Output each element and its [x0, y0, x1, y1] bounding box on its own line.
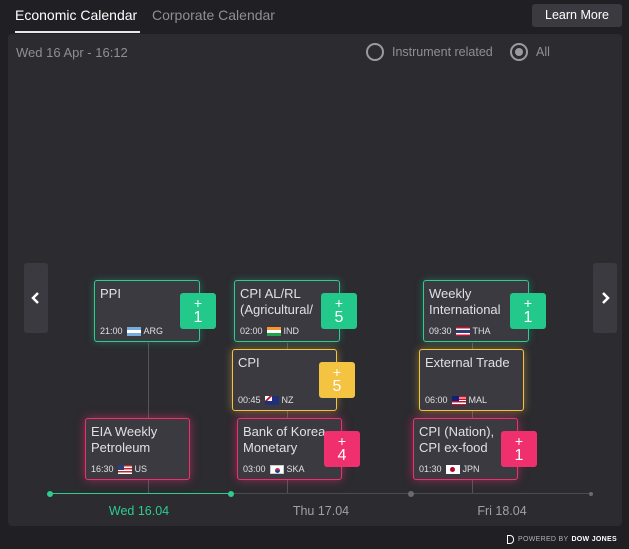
- event-meta: 02:00 IND: [240, 326, 299, 336]
- calendar-tabs: Economic Calendar Corporate Calendar Lea…: [0, 0, 629, 34]
- event-meta: 01:30 JPN: [419, 464, 480, 474]
- learn-more-button[interactable]: Learn More: [532, 4, 622, 27]
- related-count-badge[interactable]: + 1: [180, 293, 216, 329]
- powered-by-brand: DOW JONES: [571, 536, 617, 543]
- date-wed[interactable]: Wed 16.04: [108, 504, 170, 518]
- flag-india-icon: [266, 326, 281, 336]
- event-country: SKA: [286, 464, 305, 474]
- event-card[interactable]: Bank of Korea Monetary 03:00 SKA + 4: [237, 412, 360, 480]
- previous-button[interactable]: [24, 263, 48, 333]
- event-country: IND: [283, 326, 300, 336]
- event-title: Weekly International: [429, 286, 501, 317]
- timeline-track: [50, 493, 593, 494]
- filter-label: All: [536, 45, 550, 59]
- event-meta: 21:00 ARG: [100, 326, 163, 336]
- event-card[interactable]: Weekly International 09:30 THA + 1: [423, 280, 546, 342]
- event-time: 21:00: [100, 326, 123, 336]
- related-count-badge[interactable]: + 1: [510, 293, 546, 329]
- event-time: 16:30: [91, 464, 114, 474]
- event-country: US: [134, 464, 148, 474]
- radio-all[interactable]: [510, 43, 528, 61]
- event-meta: 16:30 US: [91, 464, 147, 474]
- event-card[interactable]: PPI 21:00 ARG + 1: [94, 280, 216, 342]
- active-tab-indicator: [15, 31, 140, 33]
- event-title: External Trade: [425, 355, 510, 370]
- event-country: MAL: [468, 395, 488, 405]
- flag-malaysia-icon: [451, 395, 466, 405]
- powered-by-prefix: POWERED BY: [518, 536, 569, 543]
- chevron-right-icon: [602, 292, 610, 304]
- event-card[interactable]: CPI 00:45 NZ + 5: [232, 346, 355, 411]
- tab-corporate-calendar[interactable]: Corporate Calendar: [152, 7, 275, 23]
- related-count-badge[interactable]: + 5: [319, 362, 355, 398]
- timeline-start-dot: [47, 491, 53, 497]
- related-count-badge[interactable]: + 5: [321, 293, 357, 329]
- event-country: THA: [472, 326, 491, 336]
- event-meta: 06:00 MAL: [425, 395, 487, 405]
- flag-usa-icon: [117, 464, 132, 474]
- flag-japan-icon: [445, 464, 460, 474]
- event-time: 01:30: [419, 464, 442, 474]
- related-count-badge[interactable]: + 1: [501, 431, 537, 467]
- event-time: 00:45: [238, 395, 261, 405]
- event-time: 03:00: [243, 464, 266, 474]
- timeline-end-dot: [589, 492, 593, 496]
- event-time: 02:00: [240, 326, 263, 336]
- dow-jones-logo-icon: [507, 535, 514, 544]
- event-meta: 03:00 SKA: [243, 464, 305, 474]
- radio-instrument-related[interactable]: [366, 43, 384, 61]
- filter-instrument-related[interactable]: Instrument related: [366, 43, 493, 61]
- event-title: CPI (Nation), CPI ex-food: [419, 424, 495, 455]
- chevron-left-icon: [31, 292, 39, 304]
- event-country: JPN: [462, 464, 480, 474]
- event-card[interactable]: External Trade 06:00 MAL: [419, 346, 527, 411]
- filter-label: Instrument related: [392, 45, 493, 59]
- event-card[interactable]: CPI (Nation), CPI ex-food 01:30 JPN + 1: [413, 412, 537, 480]
- event-title: CPI AL/RL (Agricultural/: [240, 286, 313, 317]
- tab-economic-calendar[interactable]: Economic Calendar: [15, 7, 138, 23]
- event-country: ARG: [143, 326, 164, 336]
- flag-argentina-icon: [126, 326, 141, 336]
- related-count-badge[interactable]: + 4: [324, 431, 360, 467]
- event-title: PPI: [100, 286, 121, 301]
- event-time: 09:30: [429, 326, 452, 336]
- timeline-current-dot: [228, 491, 234, 497]
- event-title: Bank of Korea Monetary: [243, 424, 326, 455]
- event-time: 06:00: [425, 395, 448, 405]
- event-title: CPI: [238, 355, 260, 370]
- event-title: EIA Weekly Petroleum: [91, 424, 158, 455]
- event-country: NZ: [281, 395, 294, 405]
- flag-thailand-icon: [455, 326, 470, 336]
- filter-all[interactable]: All: [510, 43, 550, 61]
- event-meta: 00:45 NZ: [238, 395, 294, 405]
- flag-south-korea-icon: [269, 464, 284, 474]
- current-datetime: Wed 16 Apr - 16:12: [16, 45, 128, 60]
- flag-new-zealand-icon: [264, 395, 279, 405]
- powered-by: POWERED BY DOW JONES: [507, 535, 617, 544]
- event-meta: 09:30 THA: [429, 326, 491, 336]
- timeline-progress: [50, 493, 231, 494]
- event-card[interactable]: EIA Weekly Petroleum 16:30 US: [85, 412, 196, 480]
- event-card[interactable]: CPI AL/RL (Agricultural/ 02:00 IND + 5: [234, 280, 357, 342]
- date-thu[interactable]: Thu 17.04: [292, 504, 350, 518]
- date-fri[interactable]: Fri 18.04: [477, 504, 527, 518]
- timeline-dot: [408, 491, 414, 497]
- next-button[interactable]: [593, 263, 617, 333]
